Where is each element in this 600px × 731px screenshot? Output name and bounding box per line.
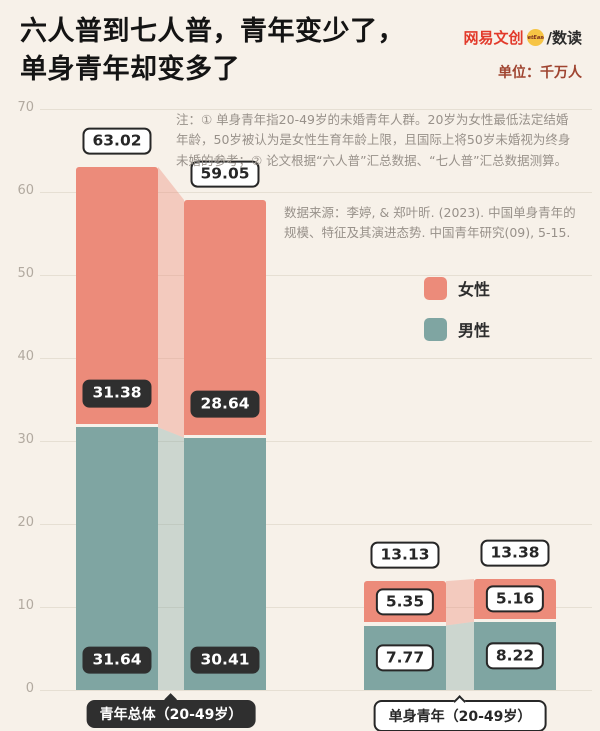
- group-label-text: 单身青年（20-49岁）: [388, 709, 532, 725]
- total-value-label: 59.05: [190, 160, 260, 188]
- total-value-label: 63.02: [82, 127, 152, 155]
- flow-connector: [158, 166, 184, 438]
- title-line-1: 六人普到七人普，青年变少了，: [20, 16, 405, 47]
- gridline: [40, 109, 592, 110]
- female-value-label: 5.16: [485, 585, 545, 613]
- badge-notch-icon: [164, 693, 178, 706]
- male-value-label: 31.64: [82, 646, 152, 674]
- legend-swatch: [424, 276, 447, 300]
- flow-connector: [446, 578, 474, 626]
- gridline: [40, 690, 592, 691]
- gridline: [40, 358, 592, 359]
- legend-label: 男性: [458, 321, 491, 340]
- group-label-text: 青年总体（20-49岁）: [99, 707, 243, 723]
- legend-swatch: [424, 317, 447, 341]
- gridline: [40, 607, 592, 608]
- unit-label: 单位：千万人: [498, 65, 582, 81]
- legend: 女性 男性: [424, 276, 490, 341]
- group-label: 青年总体（20-49岁）: [86, 693, 256, 728]
- male-value-label: 7.77: [375, 644, 435, 672]
- total-value-label: 13.13: [370, 541, 440, 570]
- gridline: [40, 524, 592, 525]
- data-source: 数据来源：李婷, & 郑叶昕. (2023). 中国单身青年的规模、特征及其演进…: [284, 205, 576, 241]
- group-label: 单身青年（20-49岁）: [373, 695, 547, 731]
- brand-logo: 网易文创 NetEase /数读: [463, 27, 582, 48]
- y-axis-tick: 30: [17, 432, 34, 447]
- chart-notes: 注：① 单身青年指20-49岁的未婚青年人群。20岁为女性最低法定结婚年龄，50…: [176, 112, 571, 168]
- title-line-2: 单身青年却变多了: [20, 54, 240, 85]
- y-axis-tick: 10: [17, 598, 34, 613]
- y-axis-tick: 0: [25, 681, 34, 696]
- gridline: [40, 441, 592, 442]
- legend-item: 女性: [424, 276, 490, 300]
- female-value-label: 5.35: [375, 588, 435, 616]
- gridline: [40, 192, 592, 193]
- y-axis-tick: 70: [17, 100, 34, 115]
- female-value-label: 28.64: [190, 390, 260, 418]
- y-axis-tick: 60: [17, 183, 34, 198]
- badge-notch-icon: [453, 695, 467, 708]
- legend-item: 男性: [424, 317, 490, 341]
- female-value-label: 31.38: [82, 380, 152, 408]
- y-axis-tick: 40: [17, 349, 34, 364]
- gridline: [40, 275, 592, 276]
- male-value-label: 8.22: [485, 642, 545, 670]
- flow-connector: [158, 427, 184, 690]
- y-axis-tick: 50: [17, 266, 34, 281]
- brand-sub: /数读: [546, 29, 582, 47]
- total-value-label: 13.38: [480, 539, 550, 567]
- page-title: 六人普到七人普，青年变少了， 单身青年却变多了: [20, 13, 405, 89]
- legend-label: 女性: [458, 280, 491, 299]
- netease-badge-icon: NetEase: [526, 29, 544, 46]
- brand-name: 网易文创: [463, 29, 524, 47]
- bar-segment-male: [76, 427, 158, 690]
- male-value-label: 30.41: [190, 646, 260, 674]
- y-axis-tick: 20: [17, 515, 34, 530]
- flow-connector: [446, 621, 474, 690]
